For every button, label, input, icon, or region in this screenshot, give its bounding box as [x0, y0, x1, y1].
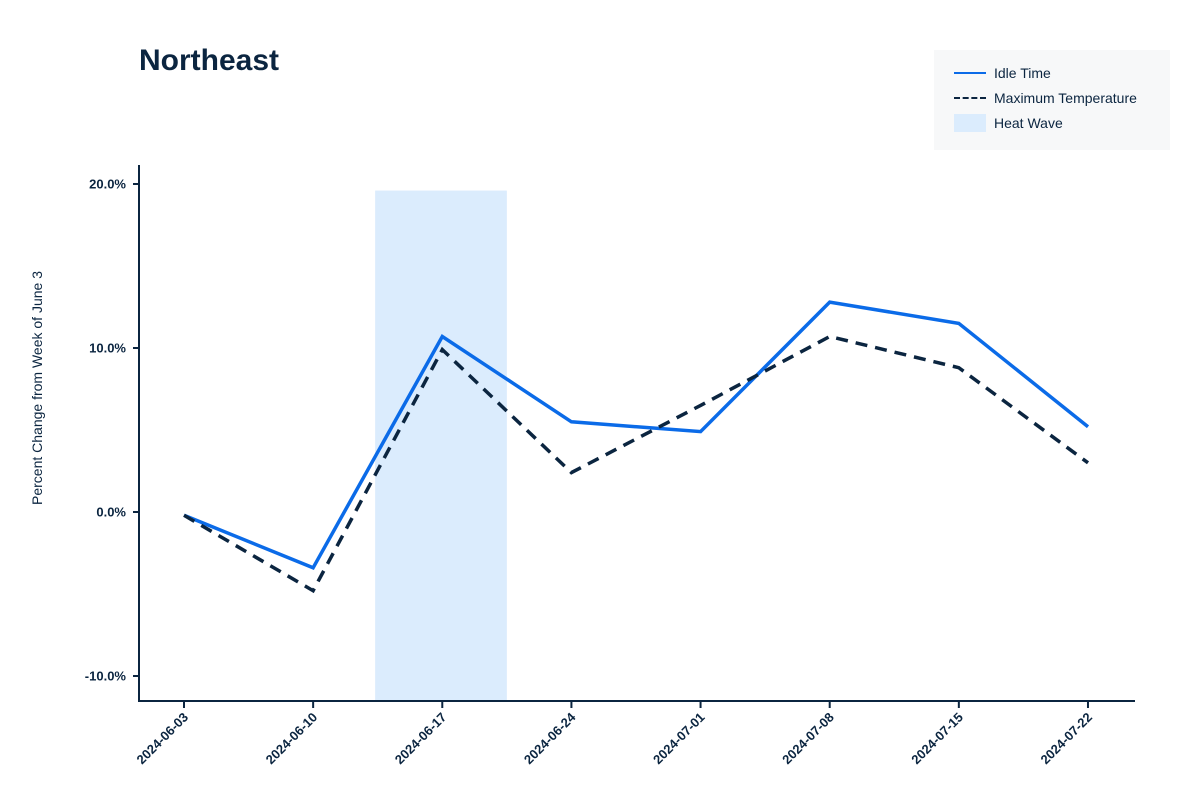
- legend-item-idle-time: Idle Time: [954, 63, 1051, 83]
- y-tick-label: -10.0%: [85, 669, 127, 684]
- dashed-line-swatch-icon: [954, 97, 986, 99]
- legend-item-heat-wave: Heat Wave: [954, 113, 1063, 133]
- axes: -10.0% 0.0% 10.0% 20.0% 2024-06-03 2024-06-10…: [85, 165, 1135, 767]
- x-tick-label: 2024-07-22: [1037, 710, 1095, 768]
- heat-wave-region: [375, 190, 507, 701]
- legend: Idle Time Maximum Temperature Heat Wave: [934, 50, 1170, 150]
- x-tick-label: 2024-06-24: [521, 709, 579, 767]
- series-lines: [183, 300, 1090, 594]
- y-tick-label: 10.0%: [89, 341, 126, 356]
- solid-line-swatch-icon: [954, 72, 986, 74]
- y-tick-label: 0.0%: [96, 505, 126, 520]
- legend-label: Heat Wave: [994, 115, 1063, 131]
- band-swatch-icon: [954, 114, 986, 132]
- legend-label: Idle Time: [994, 65, 1051, 81]
- chart-title: Northeast: [139, 44, 280, 77]
- idle-time-line: [183, 300, 1090, 571]
- legend-label: Maximum Temperature: [994, 90, 1137, 106]
- heat-wave-band: [375, 190, 507, 701]
- legend-item-max-temperature: Maximum Temperature: [954, 88, 1137, 108]
- x-tick-label: 2024-06-17: [392, 710, 450, 768]
- x-tick-label: 2024-07-01: [650, 710, 708, 768]
- max-temperature-line: [183, 334, 1090, 594]
- y-tick-label: 20.0%: [89, 177, 126, 192]
- x-tick-label: 2024-07-15: [908, 710, 966, 768]
- x-tick-label: 2024-06-10: [263, 710, 321, 768]
- x-tick-label: 2024-06-03: [133, 710, 191, 768]
- x-tick-label: 2024-07-08: [779, 710, 837, 768]
